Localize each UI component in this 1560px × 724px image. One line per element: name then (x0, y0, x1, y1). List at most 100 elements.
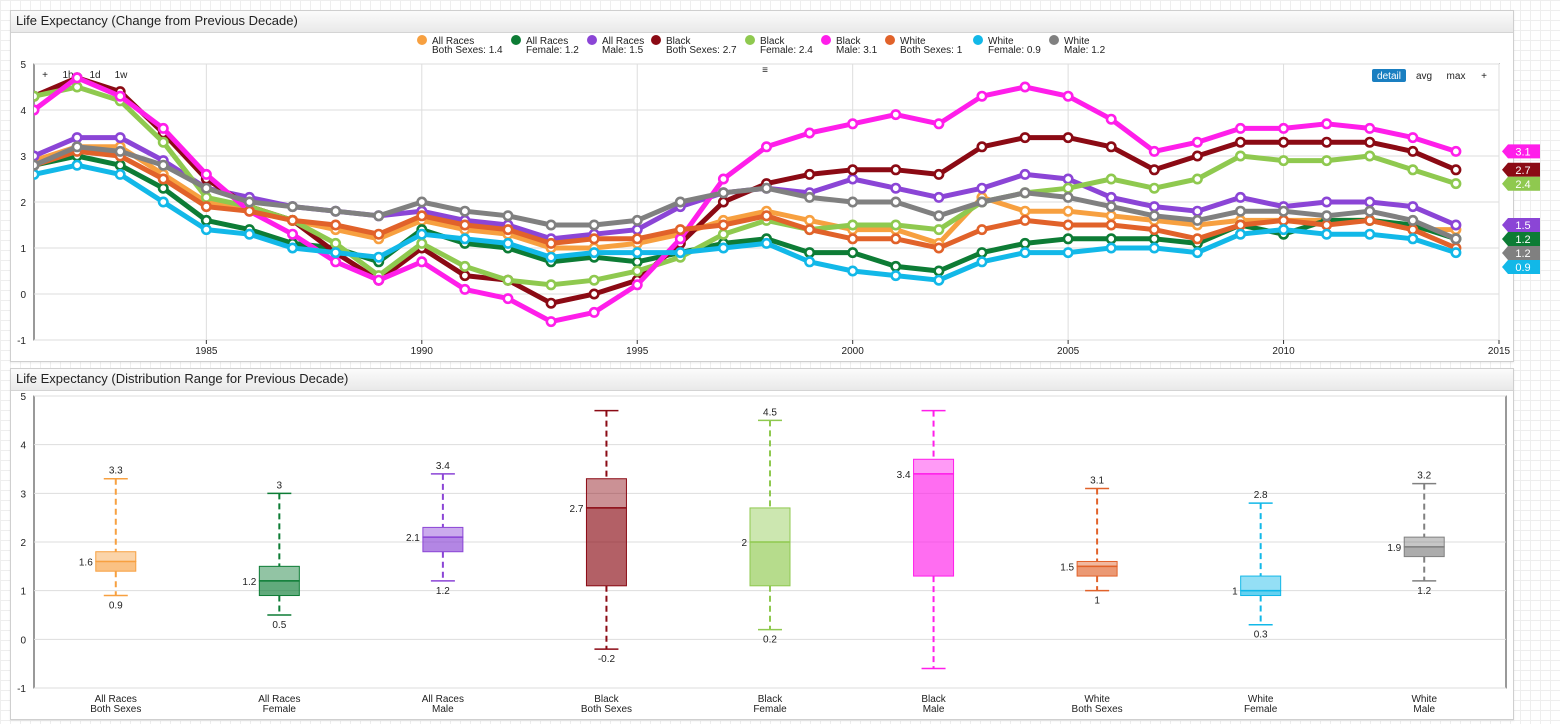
category-label-line2: Both Sexes (1072, 704, 1123, 715)
data-point (243, 228, 255, 240)
data-point (1364, 196, 1376, 208)
data-point (459, 233, 471, 245)
legend-marker (417, 35, 427, 45)
menu-icon[interactable]: ≡ (762, 65, 768, 76)
data-point (1019, 168, 1031, 180)
data-point (1105, 141, 1117, 153)
flag-label: 2.4 (1515, 179, 1530, 191)
data-point (804, 224, 816, 236)
category-label-line1: White (1084, 694, 1110, 705)
data-point (1148, 164, 1160, 176)
data-point (1364, 150, 1376, 162)
data-point (287, 228, 299, 240)
min-label: 0.9 (109, 601, 123, 612)
data-point (717, 196, 729, 208)
data-point (631, 256, 643, 268)
data-point (847, 118, 859, 130)
last-value-flag: 1.5 (1502, 218, 1540, 232)
data-point (287, 214, 299, 226)
data-point (34, 150, 40, 162)
legend-label-line1: White (988, 36, 1014, 47)
data-point (1450, 178, 1462, 190)
data-point (890, 196, 902, 208)
data-point (1407, 164, 1419, 176)
data-point (760, 237, 772, 249)
legend-marker (821, 35, 831, 45)
data-point (1062, 191, 1074, 203)
data-point (804, 247, 816, 259)
legend-label-line2: Male: 1.5 (602, 45, 644, 56)
data-point (200, 191, 212, 203)
avg-button[interactable]: avg (1416, 71, 1432, 82)
series-line (34, 84, 1457, 288)
range-control-+[interactable]: + (42, 70, 48, 81)
data-point (1364, 205, 1376, 217)
data-point (976, 247, 988, 259)
category-label-line1: All Races (422, 694, 464, 705)
category-label-line1: All Races (258, 694, 300, 705)
series-group (34, 145, 1462, 254)
max-button[interactable]: max (1447, 71, 1466, 82)
flag-shape (1502, 260, 1540, 274)
box-lower (749, 541, 791, 587)
range-control-1h[interactable]: 1h (62, 70, 73, 81)
data-point (459, 219, 471, 231)
data-point (200, 201, 212, 213)
data-point (1019, 247, 1031, 259)
median-label: 2 (741, 538, 747, 549)
data-point (1450, 219, 1462, 231)
data-point (1278, 136, 1290, 148)
data-point (1234, 122, 1246, 134)
data-point (804, 191, 816, 203)
legend-marker (1049, 35, 1059, 45)
data-point (1105, 233, 1117, 245)
y-tick-label: 0 (20, 290, 26, 301)
flag-shape (1502, 162, 1540, 177)
data-point (1062, 219, 1074, 231)
data-point (373, 210, 385, 222)
data-point (114, 159, 126, 171)
data-point (459, 260, 471, 272)
data-point (71, 81, 83, 93)
data-point (1191, 173, 1203, 185)
data-point (287, 242, 299, 254)
min-label: 1.2 (1417, 586, 1431, 597)
data-point (459, 205, 471, 217)
range-control-1d[interactable]: 1d (89, 70, 100, 81)
legend-label-line2: Both Sexes: 2.7 (666, 45, 737, 56)
min-label: 1.2 (436, 586, 450, 597)
median-label: 1 (1232, 587, 1238, 598)
top-chart-title: Life Expectancy (Change from Previous De… (11, 11, 1513, 33)
category-label-line1: Black (758, 694, 783, 705)
data-point (416, 196, 428, 208)
data-point (330, 237, 342, 249)
data-point (330, 205, 342, 217)
data-point (847, 173, 859, 185)
data-point (1278, 155, 1290, 167)
data-point (157, 122, 169, 134)
range-control-1w[interactable]: 1w (115, 70, 129, 81)
data-point (847, 233, 859, 245)
last-value-flag: 2.7 (1502, 162, 1540, 177)
data-point (1062, 173, 1074, 185)
add-button[interactable]: + (1481, 71, 1487, 82)
detail-button[interactable]: detail (1372, 69, 1406, 82)
category-label-line1: All Races (95, 694, 137, 705)
data-point (200, 168, 212, 180)
last-value-flag: 1.2 (1502, 246, 1540, 260)
data-point (330, 219, 342, 231)
series-line (34, 148, 1457, 251)
data-point (157, 173, 169, 185)
data-point (416, 228, 428, 240)
min-label: 1 (1094, 596, 1100, 607)
data-point (631, 233, 643, 245)
